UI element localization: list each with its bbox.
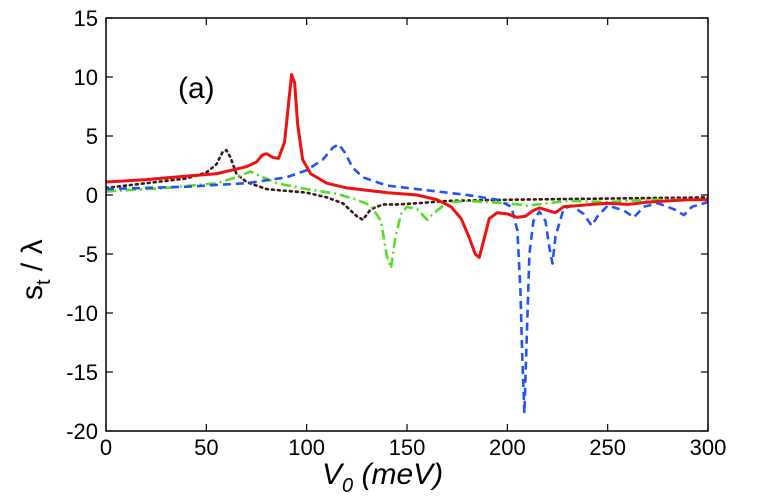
y-tick-label: -15 [66, 360, 98, 385]
y-tick-label: -20 [66, 419, 98, 444]
x-axis-label-rest: (meV) [353, 458, 443, 491]
x-axis-label-base: V [322, 458, 345, 491]
y-axis-label-rest: / λ [16, 239, 49, 279]
x-axis-label-sub: 0 [342, 475, 353, 497]
y-tick-label: -5 [78, 242, 98, 267]
tick-layer: 0 50 100 150 200 250 300 -20 -15 -10 -5 0 5 10 15 [66, 6, 726, 460]
series-dotted-line [106, 148, 708, 222]
y-tick-label: -10 [66, 301, 98, 326]
x-tick-label: 200 [489, 435, 526, 460]
y-axis-label-sub: t [33, 279, 55, 285]
series-solid-line [106, 73, 708, 260]
x-tick-label: 50 [194, 435, 218, 460]
panel-annotation: (a) [178, 72, 215, 105]
x-tick-label: 300 [690, 435, 727, 460]
y-tick-label: 10 [74, 65, 98, 90]
series-dashed-line [106, 142, 708, 415]
y-tick-label: 0 [86, 183, 98, 208]
y-tick-label: 5 [86, 124, 98, 149]
x-tick-label: 100 [288, 435, 325, 460]
y-axis-label-base: s [16, 285, 49, 300]
y-tick-label: 15 [74, 6, 98, 31]
x-tick-label: 150 [389, 435, 426, 460]
x-tick-label: 250 [589, 435, 626, 460]
x-axis-label: V0 (meV) [322, 458, 443, 497]
y-axis-label: st / λ [16, 239, 55, 300]
x-tick-label: 0 [100, 435, 112, 460]
series-dash-dot-line [106, 170, 708, 270]
series-layer [106, 73, 708, 415]
